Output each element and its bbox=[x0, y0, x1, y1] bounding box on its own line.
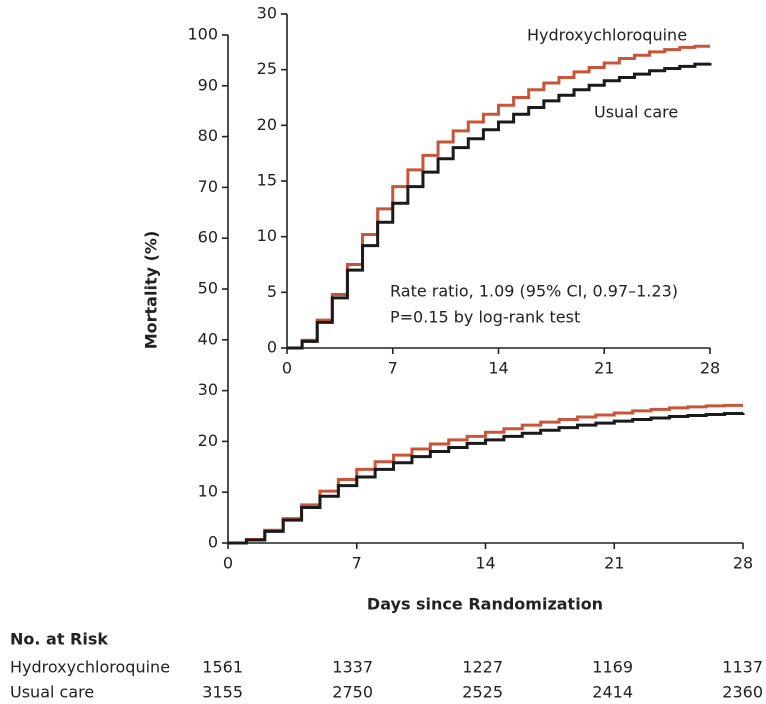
annotation: P=0.15 by log-rank test bbox=[390, 308, 580, 327]
x-tick-label: 14 bbox=[488, 359, 508, 378]
y-tick-label: 80 bbox=[198, 126, 218, 145]
y-tick-label: 60 bbox=[198, 228, 218, 247]
risk-count: 3155 bbox=[202, 683, 243, 702]
x-tick-label: 0 bbox=[223, 554, 233, 573]
y-tick-label: 10 bbox=[257, 226, 277, 245]
x-tick-label: 7 bbox=[352, 554, 362, 573]
x-tick-label: 7 bbox=[388, 359, 398, 378]
y-tick-label: 100 bbox=[187, 25, 218, 44]
x-tick-label: 21 bbox=[594, 359, 614, 378]
y-axis-label: Mortality (%) bbox=[142, 231, 161, 350]
x-tick-label: 28 bbox=[733, 554, 753, 573]
risk-count: 2525 bbox=[462, 683, 503, 702]
y-tick-label: 30 bbox=[257, 4, 277, 23]
x-tick-label: 28 bbox=[700, 359, 720, 378]
y-tick-label: 70 bbox=[198, 177, 218, 196]
x-axis-label: Days since Randomization bbox=[367, 595, 603, 614]
y-tick-label: 0 bbox=[267, 338, 277, 357]
series-label: Usual care bbox=[594, 103, 678, 122]
y-tick-label: 5 bbox=[267, 282, 277, 301]
y-tick-label: 40 bbox=[198, 329, 218, 348]
risk-count: 1561 bbox=[202, 658, 243, 677]
y-tick-label: 15 bbox=[257, 171, 277, 190]
risk-count: 1169 bbox=[592, 658, 633, 677]
risk-count: 1227 bbox=[462, 658, 503, 677]
annotation: Rate ratio, 1.09 (95% CI, 0.97–1.23) bbox=[390, 282, 678, 301]
risk-count: 1137 bbox=[722, 658, 763, 677]
risk-row-name: Hydroxychloroquine bbox=[10, 658, 170, 677]
risk-count: 1337 bbox=[332, 658, 373, 677]
km-curve bbox=[228, 411, 745, 545]
series-label: Hydroxychloroquine bbox=[527, 26, 687, 45]
risk-row-name: Usual care bbox=[10, 683, 94, 702]
km-curve bbox=[228, 403, 743, 545]
km-curve bbox=[287, 62, 712, 350]
x-tick-label: 14 bbox=[475, 554, 495, 573]
risk-table-title: No. at Risk bbox=[10, 630, 108, 649]
y-tick-label: 90 bbox=[198, 75, 218, 94]
risk-count: 2360 bbox=[722, 683, 763, 702]
km-curve bbox=[287, 44, 710, 350]
y-tick-label: 50 bbox=[198, 279, 218, 298]
risk-count: 2750 bbox=[332, 683, 373, 702]
y-tick-label: 0 bbox=[208, 533, 218, 552]
x-tick-label: 21 bbox=[604, 554, 624, 573]
y-tick-label: 25 bbox=[257, 59, 277, 78]
y-tick-label: 10 bbox=[198, 482, 218, 501]
y-tick-label: 20 bbox=[257, 115, 277, 134]
risk-count: 2414 bbox=[592, 683, 633, 702]
x-tick-label: 0 bbox=[282, 359, 292, 378]
y-tick-label: 30 bbox=[198, 380, 218, 399]
y-tick-label: 20 bbox=[198, 431, 218, 450]
